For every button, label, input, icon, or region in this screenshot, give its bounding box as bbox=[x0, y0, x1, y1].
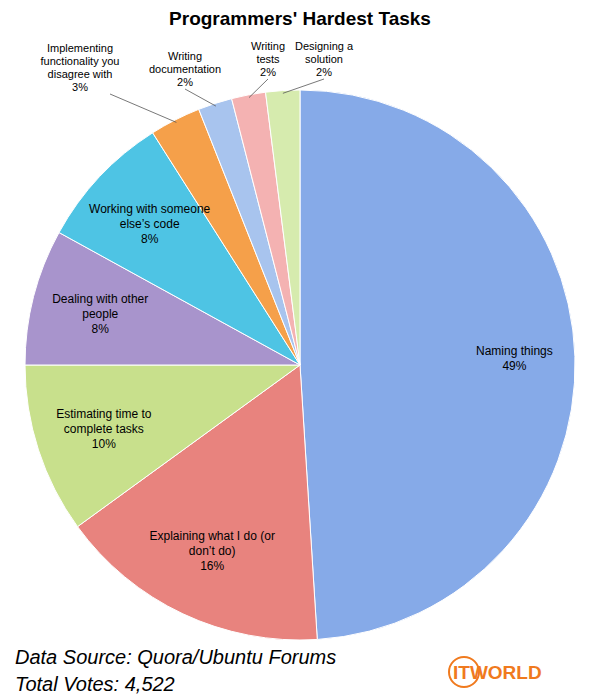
total-note: Total Votes: 4,522 bbox=[15, 673, 175, 695]
leader-line bbox=[283, 79, 324, 93]
data-label: 3% bbox=[72, 81, 88, 93]
leader-line bbox=[110, 94, 176, 122]
logo: ITWORLD bbox=[453, 662, 542, 683]
labels: Naming things49% Explaining what I do (or… bbox=[41, 40, 553, 573]
data-label: 16% bbox=[200, 559, 224, 573]
slice-label: Working with someoneelse’s code bbox=[89, 202, 210, 231]
data-label: 8% bbox=[141, 232, 159, 246]
data-label: 49% bbox=[502, 359, 526, 373]
slice bbox=[300, 90, 575, 639]
slices bbox=[25, 90, 575, 640]
slice-label: Dealing with otherpeople bbox=[52, 292, 148, 321]
slice-label: Writingdocumentation bbox=[149, 50, 221, 75]
slice-label: Designing asolution bbox=[295, 40, 354, 65]
slice-label: Explaining what I do (ordon’t do) bbox=[149, 529, 274, 558]
slice-label: Naming things bbox=[476, 344, 553, 358]
slice-label: Estimating time tocomplete tasks bbox=[56, 407, 152, 436]
leader-line bbox=[185, 89, 216, 106]
leader-line bbox=[249, 79, 268, 98]
slice-label: Implementingfunctionality youdisagree wi… bbox=[41, 42, 120, 80]
data-label: 2% bbox=[316, 66, 332, 78]
slice-label: Writingtests bbox=[251, 40, 285, 65]
data-label: 8% bbox=[92, 322, 110, 336]
chart: Programmers' Hardest Tasks Naming things4… bbox=[0, 0, 600, 700]
slice bbox=[25, 365, 300, 527]
slice bbox=[266, 90, 300, 365]
data-label: 2% bbox=[177, 76, 193, 88]
data-label: 10% bbox=[92, 437, 116, 451]
title: Programmers' Hardest Tasks bbox=[169, 8, 431, 29]
source-note: Data Source: Quora/Ubuntu Forums bbox=[15, 646, 336, 668]
data-label: 2% bbox=[260, 66, 276, 78]
